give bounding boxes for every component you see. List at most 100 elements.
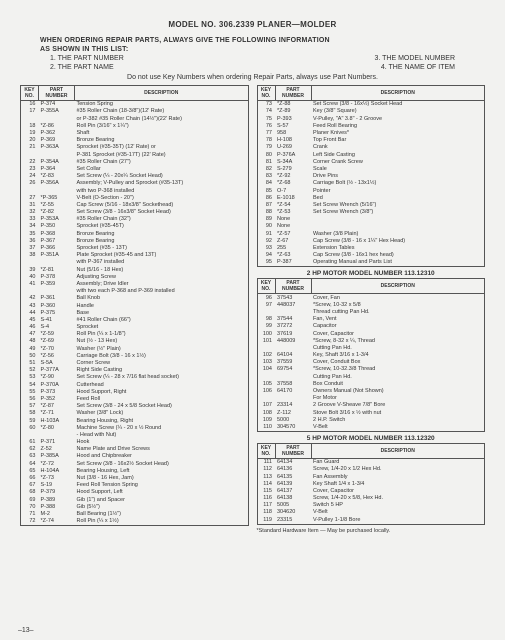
cell-part: 958 bbox=[275, 130, 311, 137]
cell-desc: Bronze Bearing bbox=[75, 230, 249, 237]
cell-desc: Stove Bolt 3/16 x ½ with nut bbox=[311, 409, 485, 416]
table-row: with two P-368 installed bbox=[21, 187, 249, 194]
table-row: 97448037*Screw, 10-32 x 5/8 bbox=[257, 302, 485, 309]
cell-key: 119 bbox=[257, 516, 275, 524]
cell-desc: Gib (5½") bbox=[75, 504, 249, 511]
cell-desc: #35 Roller Chain (27") bbox=[75, 159, 249, 166]
cell-part: P-368 bbox=[39, 230, 75, 237]
cell-key: 113 bbox=[257, 473, 275, 480]
table-row: P-381 Sprocket (#35-17T) (22' Rate) bbox=[21, 151, 249, 158]
cell-desc: V-Belt bbox=[311, 424, 485, 432]
table-row: Cutting Pan Hd. bbox=[257, 345, 485, 352]
cell-key: 81 bbox=[257, 159, 275, 166]
cell-key: 20 bbox=[21, 137, 39, 144]
cell-key: 58 bbox=[21, 410, 39, 417]
table-row: 71M-2Ball Bearing (1½") bbox=[21, 511, 249, 518]
cell-key: 88 bbox=[257, 209, 275, 216]
table-row: 45S-41#41 Roller Chain (66") bbox=[21, 317, 249, 324]
cell-key: 51 bbox=[21, 360, 39, 367]
th-part-b: PART NUMBER bbox=[275, 279, 311, 294]
cell-part: P-389 bbox=[39, 496, 75, 503]
cell-key bbox=[21, 187, 39, 194]
cell-part: *Z-55 bbox=[39, 202, 75, 209]
cell-part: 64134 bbox=[275, 458, 311, 466]
table-row: 36P-367Bronze Bearing bbox=[21, 238, 249, 245]
page-number: –13– bbox=[18, 627, 34, 634]
cell-part: P-362 bbox=[39, 130, 75, 137]
cell-part: *Z-81 bbox=[39, 266, 75, 273]
cell-key: 48 bbox=[21, 338, 39, 345]
cell-part bbox=[275, 309, 311, 316]
cell-desc: Name Plate and Drive Screws bbox=[75, 446, 249, 453]
cell-key: 110 bbox=[257, 424, 275, 432]
table-row: 66*Z-73Nut (3/8 - 16 Hex, Jam) bbox=[21, 475, 249, 482]
cell-key bbox=[21, 259, 39, 266]
cell-desc: Feed Roll bbox=[75, 396, 249, 403]
cell-desc: Carriage Bolt (½ - 13x1½) bbox=[311, 180, 485, 187]
cell-part: P-363A bbox=[39, 144, 75, 151]
cell-part: *Z-92 bbox=[275, 173, 311, 180]
cell-key: 61 bbox=[21, 439, 39, 446]
cell-key: 71 bbox=[21, 511, 39, 518]
cell-part: S-34A bbox=[275, 159, 311, 166]
table-row: 10664170Owners Manual (Not Shown) bbox=[257, 388, 485, 395]
table-row: 76S-57Feed Roll Bearing bbox=[257, 123, 485, 130]
cell-desc: with two P-368 installed bbox=[75, 187, 249, 194]
table-row: 58*Z-71Washer (3/8" Lock) bbox=[21, 410, 249, 417]
cell-desc: Machine Screw (¼ - 20 x ½ Round bbox=[75, 424, 249, 431]
table-row: 20P-369Bronze Bearing bbox=[21, 137, 249, 144]
cell-desc: Top Front Bar bbox=[311, 137, 485, 144]
cell-key: 65 bbox=[21, 468, 39, 475]
cell-part: P-352 bbox=[39, 396, 75, 403]
cell-part: *Z-89 bbox=[275, 108, 311, 115]
cell-key: 95 bbox=[257, 259, 275, 267]
cell-part: 64170 bbox=[275, 388, 311, 395]
table-columns: KEY NO. PART NUMBER DESCRIPTION 16P-374T… bbox=[20, 85, 485, 534]
table-row: 50*Z-56Carriage Bolt (3/8 - 16 x 1½) bbox=[21, 353, 249, 360]
cell-part: P-359 bbox=[39, 281, 75, 288]
cell-key: 91 bbox=[257, 230, 275, 237]
cell-key: 17 bbox=[21, 108, 39, 115]
cell-key: 59 bbox=[21, 417, 39, 424]
cell-part: P-351A bbox=[39, 252, 75, 259]
cell-part bbox=[275, 395, 311, 402]
th-key-a: KEY NO. bbox=[257, 86, 275, 101]
cell-desc: *Screw, 10-32 x 5/8 bbox=[311, 302, 485, 309]
table-row: 91*Z-57Washer (3/8 Plain) bbox=[257, 230, 485, 237]
cell-part: 37544 bbox=[275, 316, 311, 323]
cell-part bbox=[39, 151, 75, 158]
table-row: 89None bbox=[257, 216, 485, 223]
cell-key: 52 bbox=[21, 367, 39, 374]
table-row: 11264136Screw, 1/4-20 x 1/2 Hex Hd. bbox=[257, 466, 485, 473]
cell-key: 41 bbox=[21, 281, 39, 288]
cell-key: 62 bbox=[21, 446, 39, 453]
cell-part: 304570 bbox=[275, 424, 311, 432]
table-row: 22P-354A#35 Roller Chain (27") bbox=[21, 159, 249, 166]
table-row: 110304570V-Belt bbox=[257, 424, 485, 432]
table-row: 19P-362Shaft bbox=[21, 130, 249, 137]
section-c-title: 5 HP MOTOR MODEL NUMBER 113.12320 bbox=[257, 435, 486, 442]
table-row: 11664138Screw, 1/4-20 x 5/8, Hex Hd. bbox=[257, 495, 485, 502]
cell-desc: Base bbox=[75, 309, 249, 316]
table-row: 16P-374Tension Spring bbox=[21, 101, 249, 109]
cell-part: *Z-57 bbox=[275, 230, 311, 237]
table-row: 65H-104ABearing Housing, Left bbox=[21, 468, 249, 475]
table-row: 70P-388Gib (5½") bbox=[21, 504, 249, 511]
table-row: 83*Z-92Drive Pins bbox=[257, 173, 485, 180]
cell-desc: Cover, Conduit Box bbox=[311, 359, 485, 366]
table-row: 82S-279Scale bbox=[257, 166, 485, 173]
bullet-row-2: 2. THE PART NAME 4. THE NAME OF ITEM bbox=[50, 64, 455, 71]
cell-part: M-2 bbox=[39, 511, 75, 518]
cell-key: 82 bbox=[257, 166, 275, 173]
cell-key: 87 bbox=[257, 202, 275, 209]
cell-key: 79 bbox=[257, 144, 275, 151]
cell-part: P-388 bbox=[39, 504, 75, 511]
table-row: 87*Z-54Set Screw Wrench (5/16") bbox=[257, 202, 485, 209]
cell-desc: Hook bbox=[75, 439, 249, 446]
table-row: 78H-108Top Front Bar bbox=[257, 137, 485, 144]
cell-key: 75 bbox=[257, 115, 275, 122]
table-row: 39*Z-81Nut (5/16 - 18 Hex) bbox=[21, 266, 249, 273]
cell-desc: Key, Shaft 3/16 x 1-3/4 bbox=[311, 352, 485, 359]
cell-desc: Key Shaft 1/4 x 1-3/4 bbox=[311, 480, 485, 487]
cell-key: 84 bbox=[257, 180, 275, 187]
